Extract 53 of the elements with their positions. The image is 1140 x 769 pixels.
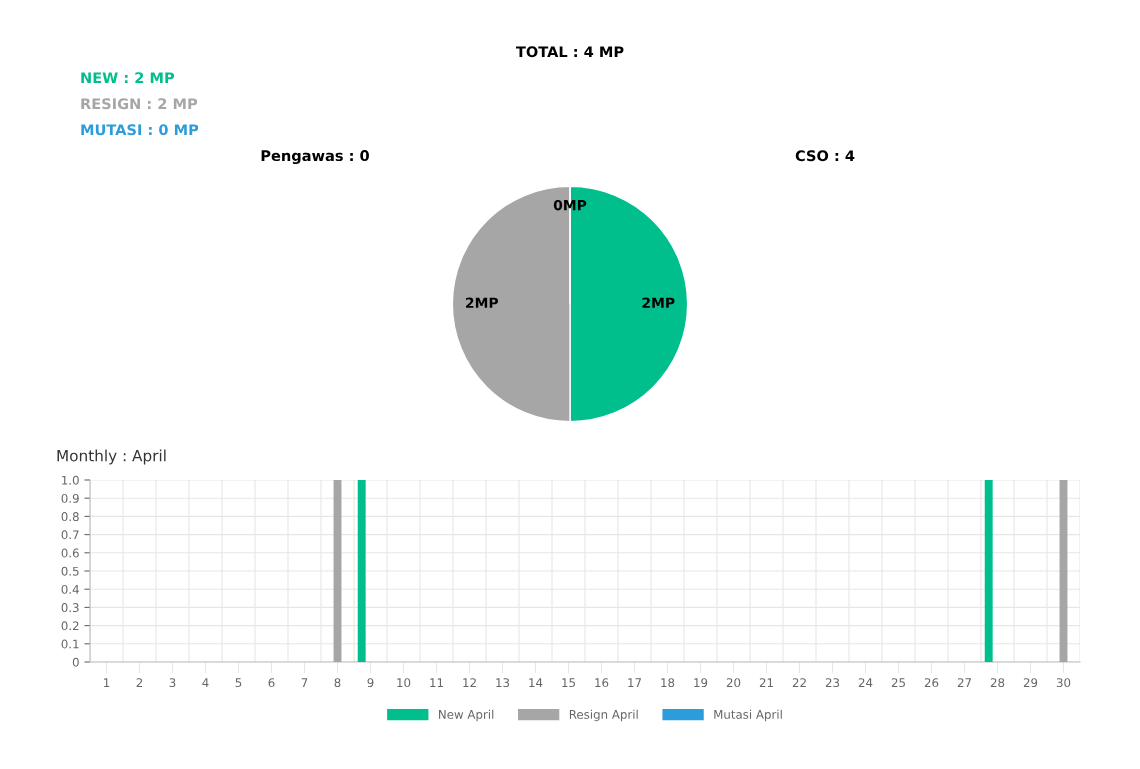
x-tick-label: 27 xyxy=(957,678,971,687)
x-tick-label: 17 xyxy=(628,678,641,687)
x-tick-label: 15 xyxy=(562,678,575,688)
x-tick-label: 10 xyxy=(397,678,411,688)
text: RESIGN : 2 MP xyxy=(81,98,198,110)
text: MUTASI : 0 MP xyxy=(81,124,199,136)
y-tick-label: 0.9 xyxy=(61,493,79,503)
legend-label: New April xyxy=(439,709,494,722)
x-tick-label: 11 xyxy=(430,678,443,687)
y-tick-label: 0 xyxy=(72,657,79,667)
y-tick-label: 0.6 xyxy=(61,548,79,558)
x-tick-label: 21 xyxy=(759,678,773,687)
x-tick-label: 4 xyxy=(202,678,209,687)
x-tick-label: 30 xyxy=(1056,678,1071,688)
text: CSO : 4 xyxy=(795,150,855,162)
legend-label: Mutasi April xyxy=(714,709,782,722)
legend-label: Resign April xyxy=(569,709,638,722)
x-tick-label: 2 xyxy=(136,678,143,687)
y-tick-label: 0.1 xyxy=(61,639,79,649)
chart-title: Monthly : April xyxy=(57,449,166,465)
data-label: 2MP xyxy=(642,297,675,308)
x-tick-label: 8 xyxy=(334,678,341,688)
x-tick-label: 28 xyxy=(990,678,1005,688)
x-tick-label: 19 xyxy=(694,678,708,688)
y-tick-label: 0.5 xyxy=(61,566,79,576)
x-tick-label: 20 xyxy=(726,678,741,688)
x-tick-label: 26 xyxy=(924,678,939,688)
y-tick-label: 0.7 xyxy=(61,530,79,540)
y-tick-label: 0.2 xyxy=(61,621,79,631)
x-tick-label: 3 xyxy=(169,678,176,688)
x-tick-label: 5 xyxy=(235,678,242,688)
text: NEW : 2 MP xyxy=(81,72,175,84)
x-tick-label: 7 xyxy=(301,678,308,687)
x-tick-label: 18 xyxy=(661,678,675,688)
data-label: 2MP xyxy=(466,297,499,308)
x-tick-label: 24 xyxy=(858,678,873,687)
y-tick-label: 1.0 xyxy=(62,475,79,485)
x-tick-label: 9 xyxy=(367,678,374,688)
x-tick-label: 6 xyxy=(268,678,275,688)
x-tick-label: 14 xyxy=(529,678,543,687)
text: TOTAL : 4 MP xyxy=(515,46,624,58)
x-tick-label: 25 xyxy=(891,678,905,688)
x-tick-label: 29 xyxy=(1023,678,1038,688)
text: Pengawas : 0 xyxy=(261,150,369,165)
x-tick-label: 12 xyxy=(463,678,476,687)
y-tick-label: 0.3 xyxy=(61,603,79,613)
x-tick-label: 16 xyxy=(595,678,609,688)
x-tick-label: 23 xyxy=(825,678,840,688)
x-tick-label: 1 xyxy=(104,678,110,687)
x-tick-label: 22 xyxy=(792,678,806,687)
y-tick-label: 0.8 xyxy=(61,512,79,522)
x-tick-label: 13 xyxy=(496,678,510,688)
y-tick-label: 0.4 xyxy=(61,584,79,594)
